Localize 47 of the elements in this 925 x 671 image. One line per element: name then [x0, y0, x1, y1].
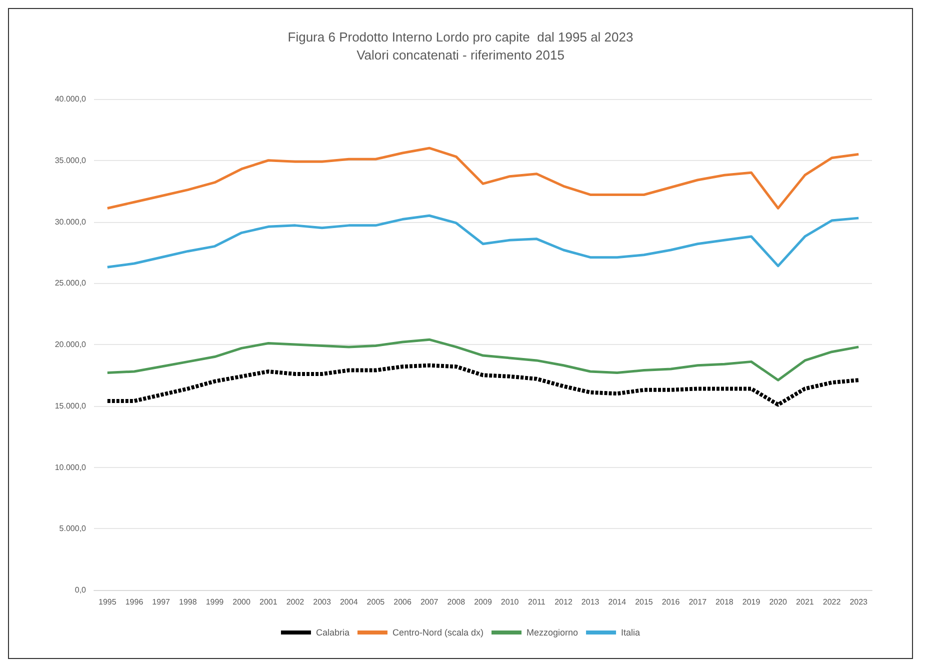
x-tick-label: 1997 [152, 598, 171, 606]
x-tick-label: 2019 [742, 598, 761, 606]
x-tick-label: 1999 [206, 598, 224, 606]
x-tick-label: 2000 [232, 598, 251, 606]
x-tick-label: 2002 [286, 598, 305, 606]
line-series [106, 146, 860, 210]
y-tick-label: 40.000,0 [54, 94, 87, 104]
x-tick-label: 2001 [259, 598, 278, 606]
legend-label: Mezzogiorno [526, 628, 578, 638]
x-tick-label: 2023 [850, 598, 868, 606]
x-tick-label: 2016 [662, 598, 680, 606]
x-tick-label: 1998 [179, 598, 198, 606]
x-tick-label: 2004 [340, 598, 358, 606]
legend-label: Centro-Nord (scala dx) [392, 628, 484, 638]
x-tick-label: 2017 [688, 598, 708, 606]
x-tick-label: 2005 [366, 598, 386, 606]
y-tick-label: 20.000,0 [54, 340, 87, 349]
x-tick-label: 2013 [581, 598, 600, 606]
line-series [105, 363, 861, 407]
x-tick-label: 2018 [716, 598, 734, 606]
x-tick-label: 2014 [608, 598, 627, 606]
x-tick-label: 2011 [528, 598, 546, 606]
y-tick-label: 30.000,0 [54, 217, 87, 226]
line-series [106, 338, 860, 382]
y-tick-label: 35.000,0 [54, 156, 87, 165]
x-tick-label: 2015 [635, 598, 654, 606]
chart-title: Figura 6 Prodotto Interno Lordo pro capite dal 1995 al 2023 Valori concatenati - riferimento 2015 [288, 30, 634, 62]
x-tick-label: 2012 [554, 598, 573, 606]
x-tick-label: 1995 [98, 598, 117, 606]
y-tick-label: 10.000,0 [54, 462, 87, 472]
legend-label: Italia [621, 628, 640, 638]
x-tick-label: 2020 [769, 598, 788, 606]
line-series [106, 214, 860, 268]
x-tick-label: 2009 [474, 598, 492, 606]
x-tick-label: 2010 [500, 598, 520, 606]
x-tick-label: 2006 [394, 598, 412, 606]
x-tick-label: 2003 [313, 598, 332, 606]
x-tick-label: 2021 [796, 598, 814, 606]
x-tick-label: 1996 [125, 598, 144, 606]
y-tick-label: 15.000,0 [54, 401, 87, 410]
x-tick-label: 2007 [420, 598, 439, 606]
y-tick-label: 5.000,0 [59, 524, 87, 534]
x-tick-label: 2022 [822, 598, 842, 606]
x-tick-label: 2008 [447, 598, 466, 606]
y-tick-label: 25.000,0 [54, 278, 87, 288]
legend-label: Calabria [316, 628, 350, 638]
y-tick-label: 0,0 [74, 586, 87, 594]
